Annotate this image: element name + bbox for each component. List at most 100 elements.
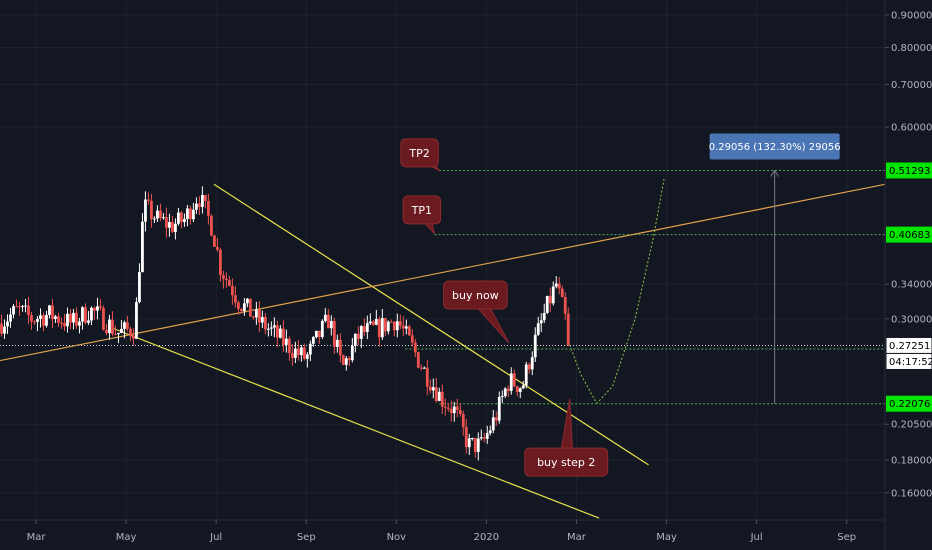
candle-body — [275, 325, 279, 338]
candle-body — [72, 312, 75, 323]
candle-body — [479, 437, 483, 439]
candle-body — [326, 314, 330, 329]
candle-body — [153, 218, 156, 220]
candle-body — [443, 406, 447, 408]
candle-body — [126, 322, 129, 329]
measure-arrowhead — [770, 169, 780, 177]
candle-body — [78, 321, 81, 326]
trendline — [0, 183, 886, 362]
candle-body — [18, 306, 21, 308]
candle-body — [548, 296, 552, 304]
level-price-label: 0.22076 — [889, 399, 930, 410]
candle-body — [452, 406, 456, 414]
candle-body — [93, 307, 96, 311]
x-tick-label: Nov — [387, 532, 407, 543]
candle-body — [159, 210, 162, 218]
candle-body — [329, 320, 333, 329]
candle-body — [509, 373, 513, 391]
candle-body — [554, 283, 558, 287]
candle-body — [251, 316, 255, 318]
candle-body — [105, 329, 108, 334]
candle-body — [287, 338, 291, 353]
projection-path — [569, 177, 665, 405]
candle-body — [317, 330, 321, 338]
candle-body — [281, 328, 285, 345]
candle-body — [96, 306, 99, 311]
candle-body — [362, 326, 366, 332]
candle-body — [464, 427, 468, 448]
candle-body — [434, 387, 438, 401]
candle-body — [189, 208, 192, 220]
candle-body — [458, 409, 462, 414]
candle-body — [278, 328, 282, 338]
candle-body — [230, 285, 234, 296]
candle-body — [242, 303, 246, 311]
x-tick-label: Sep — [837, 532, 856, 543]
candle-body — [365, 323, 369, 332]
candle-body — [75, 312, 78, 326]
candle-body — [461, 413, 465, 428]
candle-body — [308, 343, 312, 355]
measure-label-box — [709, 133, 840, 160]
candle-body — [374, 319, 378, 325]
countdown-tag — [885, 352, 932, 370]
candle-body — [66, 313, 69, 327]
candle-body — [0, 323, 3, 334]
candle-body — [218, 249, 222, 276]
candle-body — [99, 306, 102, 308]
x-tick-label: Mar — [27, 532, 47, 543]
callout-box — [402, 195, 442, 225]
candle-body — [344, 358, 348, 365]
candle-body — [245, 298, 249, 304]
candle-body — [335, 339, 339, 347]
candle-body — [320, 320, 324, 338]
candle-body — [368, 321, 372, 324]
candle-body — [377, 319, 381, 338]
candle-body — [422, 367, 426, 369]
candle-body — [305, 354, 309, 359]
candle-body — [233, 295, 237, 303]
candle-body — [141, 221, 144, 273]
candle-body — [114, 333, 117, 335]
candle-body — [236, 302, 240, 309]
candle-body — [63, 322, 66, 327]
x-tick-label: Jul — [750, 532, 763, 543]
measure-label: 0.29056 (132.30%) 29056 — [709, 142, 841, 153]
candle-body — [260, 316, 264, 323]
candle-body — [162, 217, 165, 219]
candle-body — [314, 330, 318, 338]
candle-body — [215, 246, 219, 250]
level-price-label: 0.40683 — [889, 230, 930, 241]
candle-body — [183, 218, 186, 223]
candle-body — [416, 352, 420, 368]
level-price-tag — [886, 226, 932, 243]
candle-body — [425, 367, 429, 387]
candle-body — [467, 438, 471, 448]
candle-body — [3, 326, 6, 334]
candle-body — [45, 314, 48, 326]
candle-body — [386, 321, 390, 332]
level-price-tag — [886, 162, 932, 179]
x-tick-label: May — [116, 532, 137, 543]
candle-body — [108, 319, 111, 334]
callout-label: buy step 2 — [537, 456, 595, 469]
candle-body — [257, 309, 261, 323]
candle-body — [530, 357, 534, 370]
price-tags: 0.512930.406830.269190.220760.2725104:17… — [885, 162, 932, 412]
candle-body — [488, 430, 492, 434]
candle-body — [524, 364, 528, 386]
candle-body — [491, 417, 495, 431]
candle-body — [207, 200, 210, 216]
current-price-label: 0.27251 — [889, 341, 930, 352]
candle-body — [446, 407, 450, 409]
candle-body — [15, 306, 18, 308]
candle-body — [311, 337, 315, 344]
y-tick-label: 0.34000 — [891, 280, 932, 291]
candle-body — [54, 316, 57, 319]
candle-body — [132, 335, 135, 339]
candle-body — [500, 396, 504, 398]
projection-curve — [569, 177, 665, 405]
candle-body — [383, 318, 387, 332]
